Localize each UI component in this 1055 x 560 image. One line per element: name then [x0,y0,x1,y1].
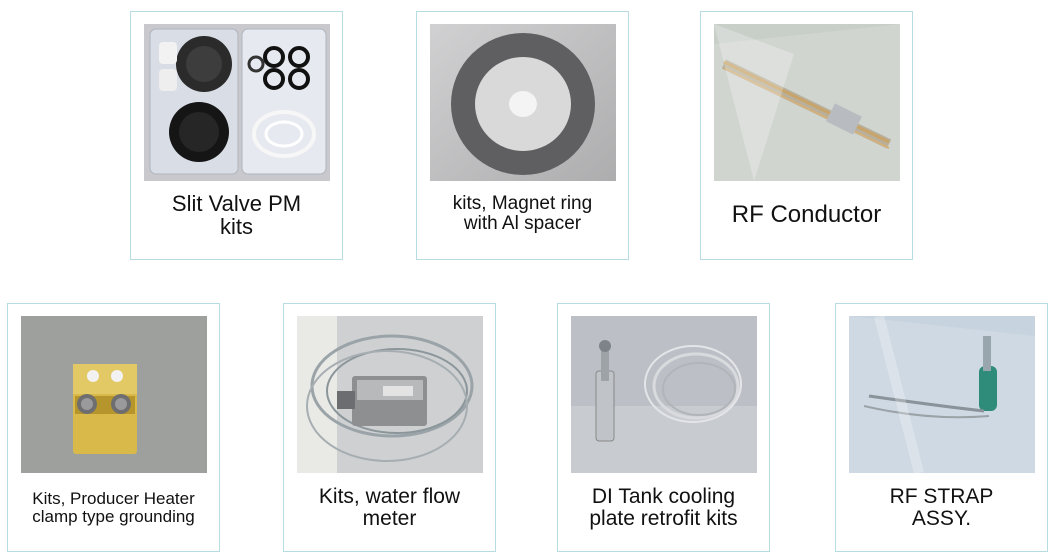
product-card-heater-clamp[interactable]: Kits, Producer Heater clamp type groundi… [7,303,220,552]
magnet-ring-photo [430,24,616,181]
caption-heater-clamp: Kits, Producer Heater clamp type groundi… [32,489,195,526]
product-card-rf-strap[interactable]: RF STRAP ASSY. [835,303,1048,552]
slit-valve-kit-photo [144,24,330,181]
heater-clamp-photo [21,316,207,473]
caption-rf-conductor: RF Conductor [731,201,882,228]
caption-slit-valve: Slit Valve PM kits [171,191,302,240]
product-card-water-flow-meter[interactable]: Kits, water flow meter [283,303,496,552]
product-card-slit-valve[interactable]: Slit Valve PM kits [130,11,343,260]
caption-magnet-ring: kits, Magnet ring with Al spacer [452,193,593,234]
rf-strap-photo [849,316,1035,473]
product-card-magnet-ring[interactable]: kits, Magnet ring with Al spacer [416,11,629,260]
caption-cooling-plate: DI Tank cooling plate retrofit kits [589,485,738,531]
rf-conductor-photo [714,24,900,181]
product-card-rf-conductor[interactable]: RF Conductor [700,11,913,260]
product-card-cooling-plate[interactable]: DI Tank cooling plate retrofit kits [557,303,770,552]
caption-rf-strap: RF STRAP ASSY. [889,485,994,531]
cooling-plate-photo [571,316,757,473]
water-flow-meter-photo [297,316,483,473]
caption-water-flow-meter: Kits, water flow meter [318,485,461,531]
